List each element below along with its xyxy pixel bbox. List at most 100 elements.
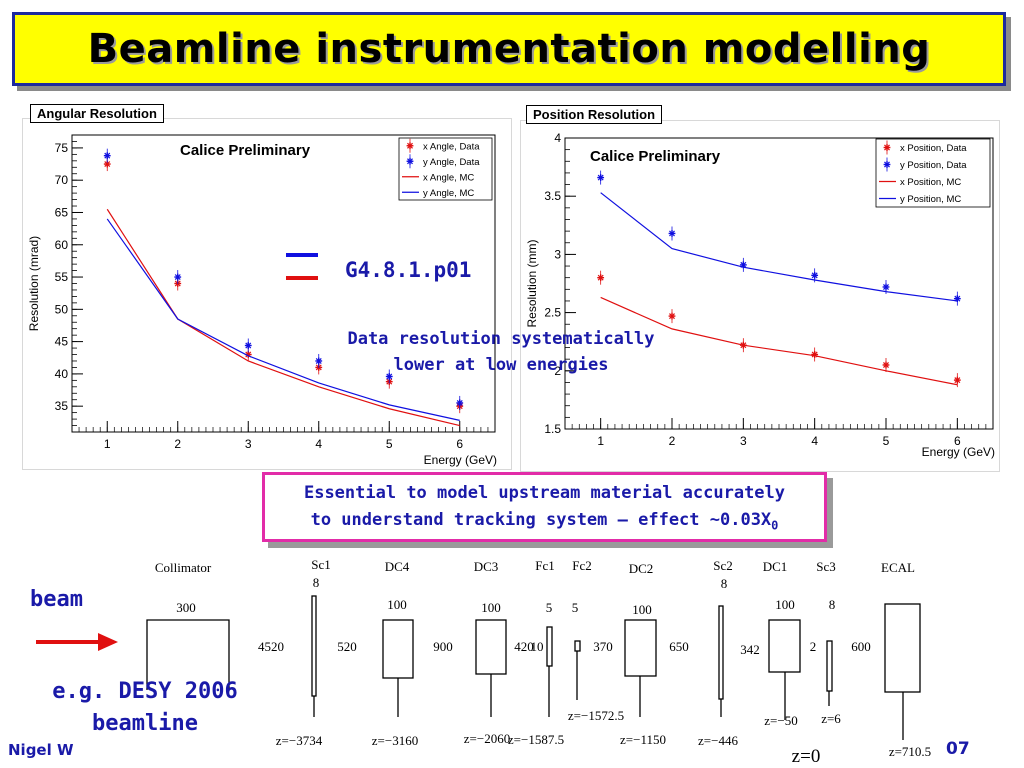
legend-marker-swatch <box>883 157 891 172</box>
desy-line-1: e.g. DESY 2006 <box>52 679 238 704</box>
z-position-label: z=−1572.5 <box>568 708 624 723</box>
component-box <box>546 626 553 667</box>
y-tick-label: 1.5 <box>544 422 561 436</box>
x-tick-label: 6 <box>456 437 463 451</box>
legend: x Position, Data y Position, Data x Positi… <box>875 138 991 208</box>
component-thickness: 100 <box>775 597 795 612</box>
beamline-component-dc2: DC2 100 <box>624 561 657 717</box>
position-resolution-header: Position Resolution <box>526 105 663 124</box>
x-tick-label: 4 <box>315 437 322 451</box>
footer-author: Nigel W <box>8 741 74 759</box>
component-name: Collimator <box>155 560 212 575</box>
x-tick-label: 2 <box>174 437 181 451</box>
component-name: Fc2 <box>572 558 592 573</box>
legend-entry-label: y Angle, Data <box>423 157 480 168</box>
series-y-position-data-point <box>597 170 605 185</box>
y-tick-label: 75 <box>55 141 69 155</box>
legend-entry-label: y Position, MC <box>900 194 961 205</box>
x-axis-label: Energy (GeV) <box>922 445 995 459</box>
component-box <box>718 605 724 700</box>
component-name: Sc1 <box>311 557 331 572</box>
series-x-position-data-point <box>882 357 890 372</box>
z-position-label: z=6 <box>821 711 841 726</box>
legend-entry-label: x Position, MC <box>900 177 961 188</box>
x-tick-label: 6 <box>954 434 961 448</box>
z-position-label: z=0 <box>792 746 821 767</box>
x-tick-label: 4 <box>811 434 818 448</box>
z-position-label: z=710.5 <box>889 744 931 759</box>
beamline-component-collimator: Collimator 300 <box>146 560 230 690</box>
y-tick-label: 65 <box>55 205 69 219</box>
component-thickness: 100 <box>387 597 407 612</box>
component-name: ECAL <box>881 560 915 575</box>
x-tick-label: 1 <box>597 434 604 448</box>
series-x-position-data-point <box>597 270 605 285</box>
series-y-angle-data-point <box>174 270 182 285</box>
desy-line-2: beamline <box>92 711 198 736</box>
y-tick-label: 35 <box>55 399 69 413</box>
component-thickness: 5 <box>546 600 553 615</box>
y-tick-label: 4 <box>554 131 561 145</box>
series-y-angle-data-point <box>315 353 323 368</box>
gap-distance: 370 <box>593 639 613 654</box>
series-y-position-mc-line <box>600 192 958 302</box>
legend-entry-label: y Angle, MC <box>423 188 474 199</box>
gap-distance: 520 <box>337 639 357 654</box>
y-tick-label: 2 <box>554 364 561 378</box>
component-thickness: 300 <box>176 600 196 615</box>
upstream-material-callout: Essential to model upstream material acc… <box>262 472 827 542</box>
component-box <box>574 640 581 652</box>
legend-box <box>875 138 991 208</box>
slide-title: Beamline instrumentation modelling <box>87 26 931 72</box>
component-box <box>768 619 801 673</box>
callout-line-1: Essential to model upstream material acc… <box>303 483 786 503</box>
y-tick-label: 55 <box>55 270 69 284</box>
gap-distance: 420 <box>514 639 534 654</box>
y-tick-label: 60 <box>55 238 69 252</box>
series-x-angle-data-point <box>244 347 252 362</box>
callout-line-2-text: to understand tracking system – effect ~… <box>310 510 772 530</box>
z-position-label: z=−50 <box>764 713 797 728</box>
z-position-label: z=−446 <box>698 733 738 748</box>
component-thickness: 100 <box>481 600 501 615</box>
series-y-position-data-point <box>811 268 819 283</box>
series-x-position-data-point <box>953 373 961 388</box>
x-tick-label: 1 <box>104 437 111 451</box>
note-line-1: Data resolution systematically <box>347 329 655 349</box>
beamline-component-ecal: ECAL <box>881 560 921 740</box>
beamline-component-dc1: DC1 100 <box>763 559 801 720</box>
chart-title: Calice Preliminary <box>590 148 721 165</box>
component-name: Fc1 <box>535 558 555 573</box>
component-box <box>382 619 414 679</box>
component-box <box>826 640 833 692</box>
y-axis-label: Resolution (mm) <box>525 239 539 327</box>
beamline-component-fc2: Fc2 5 <box>572 558 592 700</box>
legend-marker-swatch <box>406 154 414 169</box>
footer-date: 07 <box>946 739 970 759</box>
g4-version-label: G4.8.1.p01 <box>345 258 472 282</box>
angular-resolution-header: Angular Resolution <box>30 104 164 123</box>
component-name: DC3 <box>474 559 499 574</box>
legend-entry-label: x Position, Data <box>900 143 967 154</box>
gap-distance: 10 <box>531 639 544 654</box>
component-box <box>475 619 507 675</box>
y-tick-label: 50 <box>55 302 69 316</box>
component-box <box>884 603 921 693</box>
component-thickness: 8 <box>721 576 728 591</box>
gap-distance: 600 <box>851 639 871 654</box>
component-thickness: 5 <box>572 600 579 615</box>
legend-marker-swatch <box>406 138 414 153</box>
z-position-label: z=−1587.5 <box>508 732 564 747</box>
component-thickness: 8 <box>829 597 836 612</box>
data-resolution-note: Data resolution systematically lower at … <box>326 326 676 378</box>
g4-legend-marks <box>286 253 318 280</box>
callout-line-2: to understand tracking system – effect ~… <box>265 507 824 539</box>
position-resolution-panel: 1.5 2 2.5 3 3.5 4 1 2 3 4 5 6 Energy (GeV) Resolution… <box>520 102 1000 472</box>
component-name: DC1 <box>763 559 788 574</box>
collimator-shape <box>146 619 230 690</box>
x-tick-label: 5 <box>386 437 393 451</box>
y-tick-label: 40 <box>55 367 69 381</box>
